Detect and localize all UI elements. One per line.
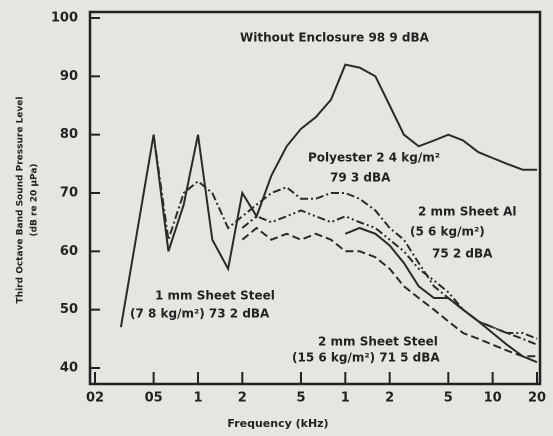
annotation: (15 6 kg/m²) 71 5 dBA (292, 351, 440, 365)
series-label: Without Enclosure 98 9 dBA (240, 31, 430, 45)
x-axis-label: Frequency (kHz) (227, 417, 328, 430)
x-tick-label: 5 (296, 391, 305, 406)
series-label: 2 mm Sheet Steel (318, 335, 438, 349)
x-tick-label: 2 (385, 391, 394, 406)
x-tick-label: 5 (444, 391, 453, 406)
x-tick-label: 02 (86, 391, 104, 406)
x-tick-label: 10 (484, 391, 502, 406)
y-axis-label: Third Octave Band Sound Pressure Level (16, 97, 26, 304)
series-line (241, 209, 538, 340)
series-label: 2 mm Sheet Al (418, 205, 517, 219)
series-line (344, 226, 538, 364)
x-tick-label: 20 (528, 391, 546, 406)
x-tick-label: 1 (341, 391, 350, 406)
annotation: 79 3 dBA (330, 171, 391, 185)
series-label: 1 mm Sheet Steel (155, 289, 275, 303)
y-tick-label: 60 (60, 244, 78, 259)
y-tick-label: 40 (60, 361, 78, 376)
annotation: (7 8 kg/m²) 73 2 dBA (130, 307, 270, 321)
series-label: Polyester 2 4 kg/m² (308, 151, 440, 165)
plot-frame (88, 10, 542, 386)
y-tick-label: 50 (60, 302, 78, 317)
annotation: 75 2 dBA (432, 247, 493, 261)
x-tick-label: 1 (193, 391, 202, 406)
x-tick-label: 05 (145, 391, 163, 406)
y-tick-label: 90 (60, 69, 78, 84)
annotation: (5 6 kg/m²) (410, 225, 485, 239)
y-tick-label: 100 (51, 11, 78, 26)
y-tick-label: 70 (60, 186, 78, 201)
x-tick-label: 2 (238, 391, 247, 406)
y-axis-label: (dB re 20 µPa) (30, 163, 40, 236)
series-line (241, 226, 537, 358)
y-tick-label: 80 (60, 127, 78, 142)
